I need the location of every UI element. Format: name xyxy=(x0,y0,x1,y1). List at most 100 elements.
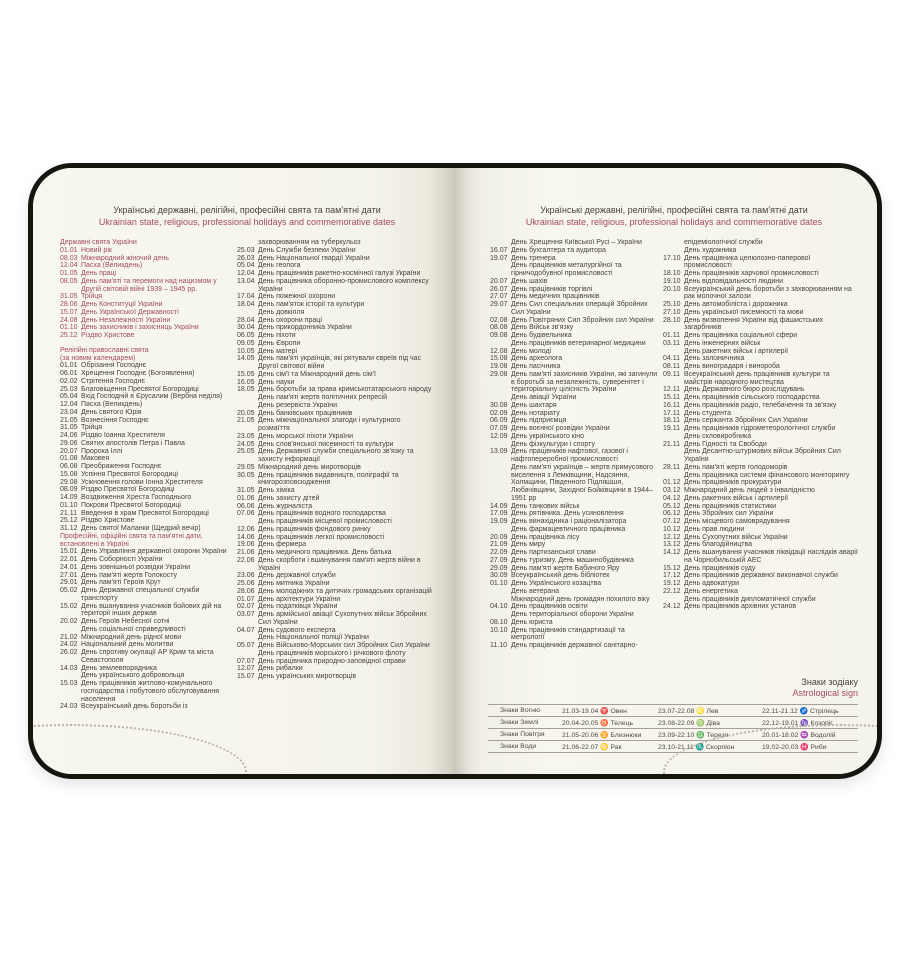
holiday-entry: 19.10 День відповідальності людини xyxy=(663,278,859,286)
holiday-entry: 01.06 День захисту дітей xyxy=(237,495,433,503)
entry-text: День Конституції України xyxy=(81,301,163,308)
entry-text: Маковея xyxy=(81,455,110,463)
holiday-entry: День пам'яті українців – жертв примусово… xyxy=(490,464,658,503)
entry-text: Покрови Пресвятої Богородиці xyxy=(81,501,181,509)
entry-date: 30.09 xyxy=(490,572,508,580)
entry-text: День пожежної охорони xyxy=(258,293,336,301)
entry-date: 01.10 xyxy=(60,324,78,332)
entry-text: День молоді xyxy=(511,347,552,355)
entry-text: День автомобіліста і дорожника xyxy=(684,301,788,308)
holiday-entry: 01.08 Маковея xyxy=(60,455,230,463)
entry-text: Трійця xyxy=(81,424,103,432)
entry-text: День медичного працівника. День батька xyxy=(258,549,392,556)
entry-text: День прикордонника України xyxy=(258,324,352,332)
entry-text: День судового експерта xyxy=(258,626,336,634)
holiday-entry: 05.04 Вхід Господній в Єрусалим (Вербна н… xyxy=(60,393,230,401)
holiday-entry: 11.10 День працівників державної санітарн… xyxy=(490,642,658,650)
holiday-entry: День скловиробника xyxy=(663,433,859,441)
holiday-entry: День резервіста України xyxy=(237,402,433,410)
entry-text: Святих апостолів Петра і Павла xyxy=(81,439,185,447)
entry-text: Національний день молитви xyxy=(81,641,174,649)
entry-text: День Незалежності України xyxy=(81,316,171,324)
holiday-entry: 05.02 День Державної спеціальної служби т… xyxy=(60,587,230,603)
holiday-entry: 03.12 Міжнародний день людей з інвалідніс… xyxy=(663,487,859,495)
entry-text: День Державного бюро розслідувань xyxy=(684,386,805,394)
entry-text: День інженерних військ xyxy=(684,339,761,347)
holiday-entry: 16.05 День науки xyxy=(237,379,433,387)
entry-date: 15.07 xyxy=(237,673,255,680)
entry-date: 29.05 xyxy=(237,463,255,471)
entry-date: 21.06 xyxy=(237,549,255,556)
entry-date: 06.12 xyxy=(663,510,681,518)
holiday-entry: 08.09 Різдво Пресвятої Богородиці xyxy=(60,486,230,494)
entry-date: 05.07 xyxy=(237,642,255,649)
section-header: Релігійні православні свята xyxy=(60,346,149,354)
holiday-entry: 19.07 День тренера xyxy=(490,255,658,263)
entry-date: 05.12 xyxy=(663,502,681,510)
holiday-entry: 08.05 День пам'яті та перемоги над нацизм… xyxy=(60,278,230,294)
entry-date: 11.10 xyxy=(490,642,507,649)
entry-text: День авіації України xyxy=(511,394,577,401)
entry-text: День художника xyxy=(684,246,737,254)
entry-date: 21.02 xyxy=(60,633,78,641)
holiday-entry: 01.01 Новий рік xyxy=(60,247,230,255)
holiday-entry: 12.11 День Державного бюро розслідувань xyxy=(663,386,859,394)
entry-text: День бухгалтера та аудитора xyxy=(511,246,606,254)
entry-date: 01.07 xyxy=(237,595,255,603)
entry-text: День державної служби xyxy=(258,572,336,580)
entry-date: 06.08 xyxy=(60,463,78,470)
entry-text: Міжнародний день миротворців xyxy=(258,463,361,471)
entry-date: 06.05 xyxy=(237,332,255,339)
holiday-entry: 31.05 Трійця xyxy=(60,424,230,432)
entry-text: День територіальної оборони України xyxy=(511,611,634,618)
entry-date: 05.02 xyxy=(60,587,78,594)
entry-text: День спротиву окупації АР Крим та міста … xyxy=(81,649,214,664)
section-gap xyxy=(60,340,230,347)
entry-date: 21.09 xyxy=(490,541,508,549)
holiday-entry: 12.04 Пасха (Великдень) xyxy=(60,401,230,409)
entry-text: День працівника системи фінансового моні… xyxy=(684,471,850,479)
entry-date: 28.04 xyxy=(237,316,255,324)
holiday-entry: День працівників місцевої промисловості xyxy=(237,518,433,526)
holiday-entry: 15.07 День Української Державності xyxy=(60,309,230,317)
page-title-uk: Українські державні, релігійні, професій… xyxy=(113,205,381,215)
entry-date: 02.08 xyxy=(490,316,508,324)
entry-date: 10.10 xyxy=(490,626,508,634)
page-left-header: Українські державні, релігійні, професій… xyxy=(60,204,434,228)
holiday-entry: День соціальної справедливості xyxy=(60,626,230,634)
zodiac-sign-cell: 21.03-19.04 ♈ Овен xyxy=(562,707,627,715)
entry-date: 14.05 xyxy=(237,355,255,363)
entry-text: День працівника лісу xyxy=(511,533,580,541)
holiday-entry: 15.02 День вшанування учасників бойових д… xyxy=(60,603,230,619)
entry-text: День винахідника і раціоналізатора xyxy=(511,518,627,525)
zodiac-sign-cell: 20.01-18.02 ♒ Водолій xyxy=(762,731,836,739)
entry-date: 16.05 xyxy=(237,378,255,386)
zodiac-sign-cell: 23.08-22.09 ♍ Діва xyxy=(658,719,720,727)
entry-text: Обрізання Господнє xyxy=(81,362,147,370)
holiday-entry: 18.04 День пам'яток історії та культури xyxy=(237,301,433,309)
entry-date: 05.04 xyxy=(60,393,78,401)
entry-text: День Державної служби спеціального зв'яз… xyxy=(258,448,414,463)
entry-text: День рятівника. День усиновлення xyxy=(511,510,624,518)
zodiac-sign-cell: 23.07-22.08 ♌ Лев xyxy=(658,707,719,715)
entry-text: День міжнаціональної злагоди і культурно… xyxy=(258,417,401,432)
entry-text: День банківських працівників xyxy=(258,409,353,417)
holiday-entry: 06.06 День журналіста xyxy=(237,503,433,511)
entry-text: День землевпорядника xyxy=(81,664,157,672)
holiday-entry: 12.06 День працівників фондового ринку xyxy=(237,526,433,534)
holiday-entry: 10.12 День прав людини xyxy=(663,526,859,534)
holiday-entry: 14.06 День працівників легкої промисловос… xyxy=(237,534,433,542)
holiday-entry: 01.10 Покрови Пресвятої Богородиці xyxy=(60,502,230,510)
holiday-entry: 27.01 День пам'яті жертв Голокосту xyxy=(60,572,230,580)
holiday-entry: 29.08 Усікновення голови Іонна Хрестителя xyxy=(60,479,230,487)
entry-date: 29.08 xyxy=(60,478,78,486)
holiday-entry: 30.04 День прикордонника України xyxy=(237,324,433,332)
entry-text: День матері xyxy=(258,347,298,355)
holiday-entry: 27.10 День української писемності та мови xyxy=(663,309,859,317)
entry-text: День податківця України xyxy=(258,603,338,611)
holiday-entry: День українського добровольця xyxy=(60,672,230,680)
page-title-uk: Українські державні, релігійні, професій… xyxy=(540,205,808,215)
diary-book: Українські державні, релігійні, професій… xyxy=(28,163,882,779)
entry-date: 12.09 xyxy=(490,432,508,440)
holiday-entry: 27.07 День медичних працівників xyxy=(490,293,658,301)
